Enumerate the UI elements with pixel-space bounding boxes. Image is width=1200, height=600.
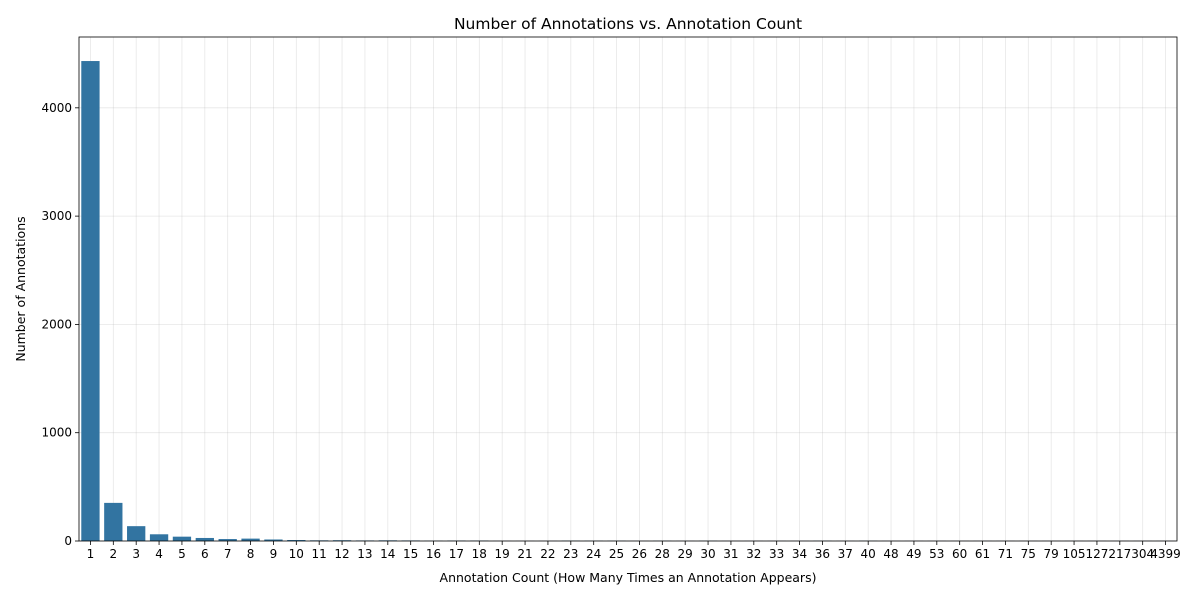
x-tick-label: 33 <box>769 547 784 561</box>
x-tick-label: 127 <box>1085 547 1108 561</box>
x-tick-label: 15 <box>403 547 418 561</box>
x-tick-label: 31 <box>723 547 738 561</box>
bar <box>218 539 237 541</box>
bar <box>81 61 100 541</box>
x-tick-label: 30 <box>700 547 715 561</box>
x-tick-label: 13 <box>357 547 372 561</box>
bar <box>241 538 260 541</box>
x-tick-label: 6 <box>201 547 209 561</box>
x-axis-title: Annotation Count (How Many Times an Anno… <box>440 570 817 585</box>
x-tick-label: 22 <box>540 547 555 561</box>
bar <box>104 502 123 541</box>
x-tick-label: 9 <box>270 547 278 561</box>
x-tick-label: 23 <box>563 547 578 561</box>
x-tick-label: 10 <box>289 547 304 561</box>
x-tick-label: 53 <box>929 547 944 561</box>
x-tick-label: 8 <box>247 547 255 561</box>
x-tick-label: 26 <box>632 547 647 561</box>
x-tick-label: 11 <box>312 547 327 561</box>
x-tick-label: 4399 <box>1150 547 1181 561</box>
x-tick-label: 29 <box>678 547 693 561</box>
x-tick-label: 3 <box>132 547 140 561</box>
x-tick-label: 21 <box>517 547 532 561</box>
x-tick-label: 34 <box>792 547 807 561</box>
y-tick-label: 1000 <box>41 426 72 440</box>
bars-layer <box>81 61 1175 541</box>
x-tick-label: 7 <box>224 547 232 561</box>
y-tick-label: 3000 <box>41 209 72 223</box>
x-tick-label: 25 <box>609 547 624 561</box>
x-tick-label: 2 <box>109 547 117 561</box>
x-tick-label: 37 <box>838 547 853 561</box>
x-tick-label: 1 <box>87 547 95 561</box>
x-tick-label: 28 <box>655 547 670 561</box>
x-tick-label: 40 <box>861 547 876 561</box>
x-tick-label: 36 <box>815 547 830 561</box>
x-tick-label: 105 <box>1063 547 1086 561</box>
x-tick-label: 32 <box>746 547 761 561</box>
chart-title: Number of Annotations vs. Annotation Cou… <box>454 15 802 33</box>
x-tick-label: 14 <box>380 547 395 561</box>
y-axis-title: Number of Annotations <box>13 216 28 361</box>
axes-layer: 1 2 3 4 5 6 7 8 9 10 11 12 13 14 15 16 17 18 19 21 22 23 24 25 2… <box>41 36 1181 561</box>
x-tick-label: 75 <box>1021 547 1036 561</box>
bar <box>149 534 169 541</box>
y-tick-label: 2000 <box>41 317 72 331</box>
x-tick-label: 4 <box>155 547 163 561</box>
x-tick-label: 217 <box>1108 547 1131 561</box>
x-tick-label: 12 <box>334 547 349 561</box>
plot-frame <box>78 36 1178 542</box>
bar <box>195 537 214 541</box>
x-tick-label: 49 <box>906 547 921 561</box>
bar <box>287 540 306 541</box>
y-tick-label: 0 <box>64 534 72 548</box>
x-tick-label: 16 <box>426 547 441 561</box>
x-tick-label: 79 <box>1044 547 1059 561</box>
bar <box>264 539 283 541</box>
grid-layer <box>79 37 1177 542</box>
x-tick-label: 60 <box>952 547 967 561</box>
x-tick-label: 48 <box>883 547 898 561</box>
x-tick-label: 71 <box>998 547 1013 561</box>
x-tick-label: 19 <box>495 547 510 561</box>
x-tick-label: 304 <box>1131 547 1154 561</box>
x-tick-label: 17 <box>449 547 464 561</box>
bar <box>172 536 192 541</box>
x-tick-label: 24 <box>586 547 601 561</box>
x-tick-label: 5 <box>178 547 186 561</box>
x-tick-label: 18 <box>472 547 487 561</box>
bar <box>127 526 146 541</box>
y-tick-label: 4000 <box>41 101 72 115</box>
x-tick-label: 61 <box>975 547 990 561</box>
